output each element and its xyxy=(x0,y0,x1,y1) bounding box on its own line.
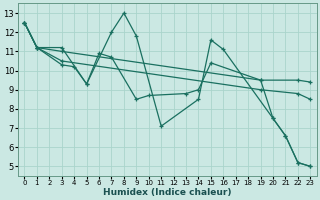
X-axis label: Humidex (Indice chaleur): Humidex (Indice chaleur) xyxy=(103,188,232,197)
